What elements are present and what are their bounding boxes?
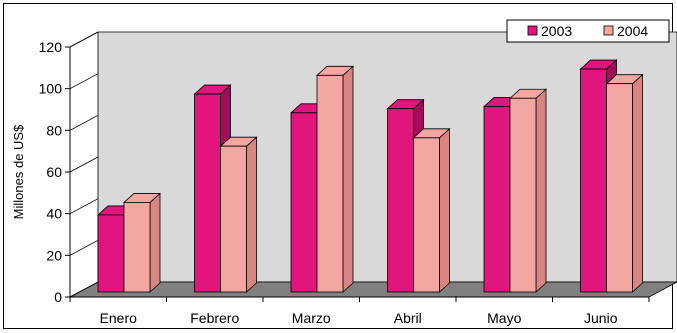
bar-front	[413, 137, 440, 293]
y-tick-labels: 0 20 40 60 80 100 120	[39, 39, 63, 305]
bar-front	[220, 145, 247, 293]
y-tick-label: 120	[39, 39, 63, 55]
bar-2004-marzo	[315, 65, 355, 293]
legend-label-2003: 2003	[541, 23, 572, 39]
bar-2004-abril	[412, 127, 451, 293]
y-depth-tick	[69, 156, 99, 173]
x-tick-label: Abril	[394, 310, 422, 326]
y-depth-tick	[69, 239, 99, 256]
y-depth-tick	[69, 281, 99, 298]
bar-front	[316, 74, 344, 293]
bar-side	[246, 136, 257, 293]
bar-front	[194, 93, 221, 293]
bar-side	[342, 65, 354, 293]
bar-side	[632, 73, 643, 293]
y-depth-tick	[69, 73, 99, 90]
bar-2004-febrero	[219, 136, 258, 293]
y-tick-label: 20	[46, 247, 62, 263]
y-tick-label: 60	[46, 164, 62, 180]
bar-side	[439, 127, 450, 293]
bar-front	[606, 83, 633, 293]
y-tick-label: 80	[46, 122, 62, 138]
bar-front	[123, 202, 151, 293]
x-tick-label: Junio	[584, 310, 618, 326]
bar-front	[580, 68, 607, 293]
axes	[65, 31, 650, 302]
legend: 2003 2004	[506, 19, 670, 43]
bar-front	[483, 106, 511, 293]
legend-label-2004: 2004	[617, 23, 648, 39]
y-depth-tick	[69, 198, 99, 215]
bar-2004-junio	[605, 73, 644, 293]
x-tick-label: Marzo	[292, 310, 331, 326]
x-tick-label: Febrero	[190, 310, 239, 326]
bar-2004-mayo	[508, 88, 548, 293]
y-tick-label: 0	[54, 289, 62, 305]
legend-swatch-2003	[527, 25, 538, 36]
y-tick-label: 40	[46, 206, 62, 222]
bar-side	[535, 88, 547, 293]
bar-front	[97, 214, 125, 293]
bar-front	[509, 97, 537, 293]
y-depth-tick	[69, 114, 99, 131]
x-tick-labels: Enero Febrero Marzo Abril Mayo Junio	[100, 310, 618, 326]
y-depth-tick	[69, 31, 99, 48]
legend-swatch-2004	[603, 25, 614, 36]
y-axis-title: Millones de US$	[11, 124, 26, 219]
bar-2004-enero	[122, 192, 162, 293]
y-tick-label: 100	[39, 81, 63, 97]
bars	[96, 59, 644, 293]
bar-side	[149, 192, 161, 293]
legend-box	[506, 19, 670, 43]
bar-front	[387, 108, 414, 293]
bar-front	[290, 112, 318, 293]
x-tick-label: Enero	[100, 310, 138, 326]
x-tick-label: Mayo	[487, 310, 521, 326]
